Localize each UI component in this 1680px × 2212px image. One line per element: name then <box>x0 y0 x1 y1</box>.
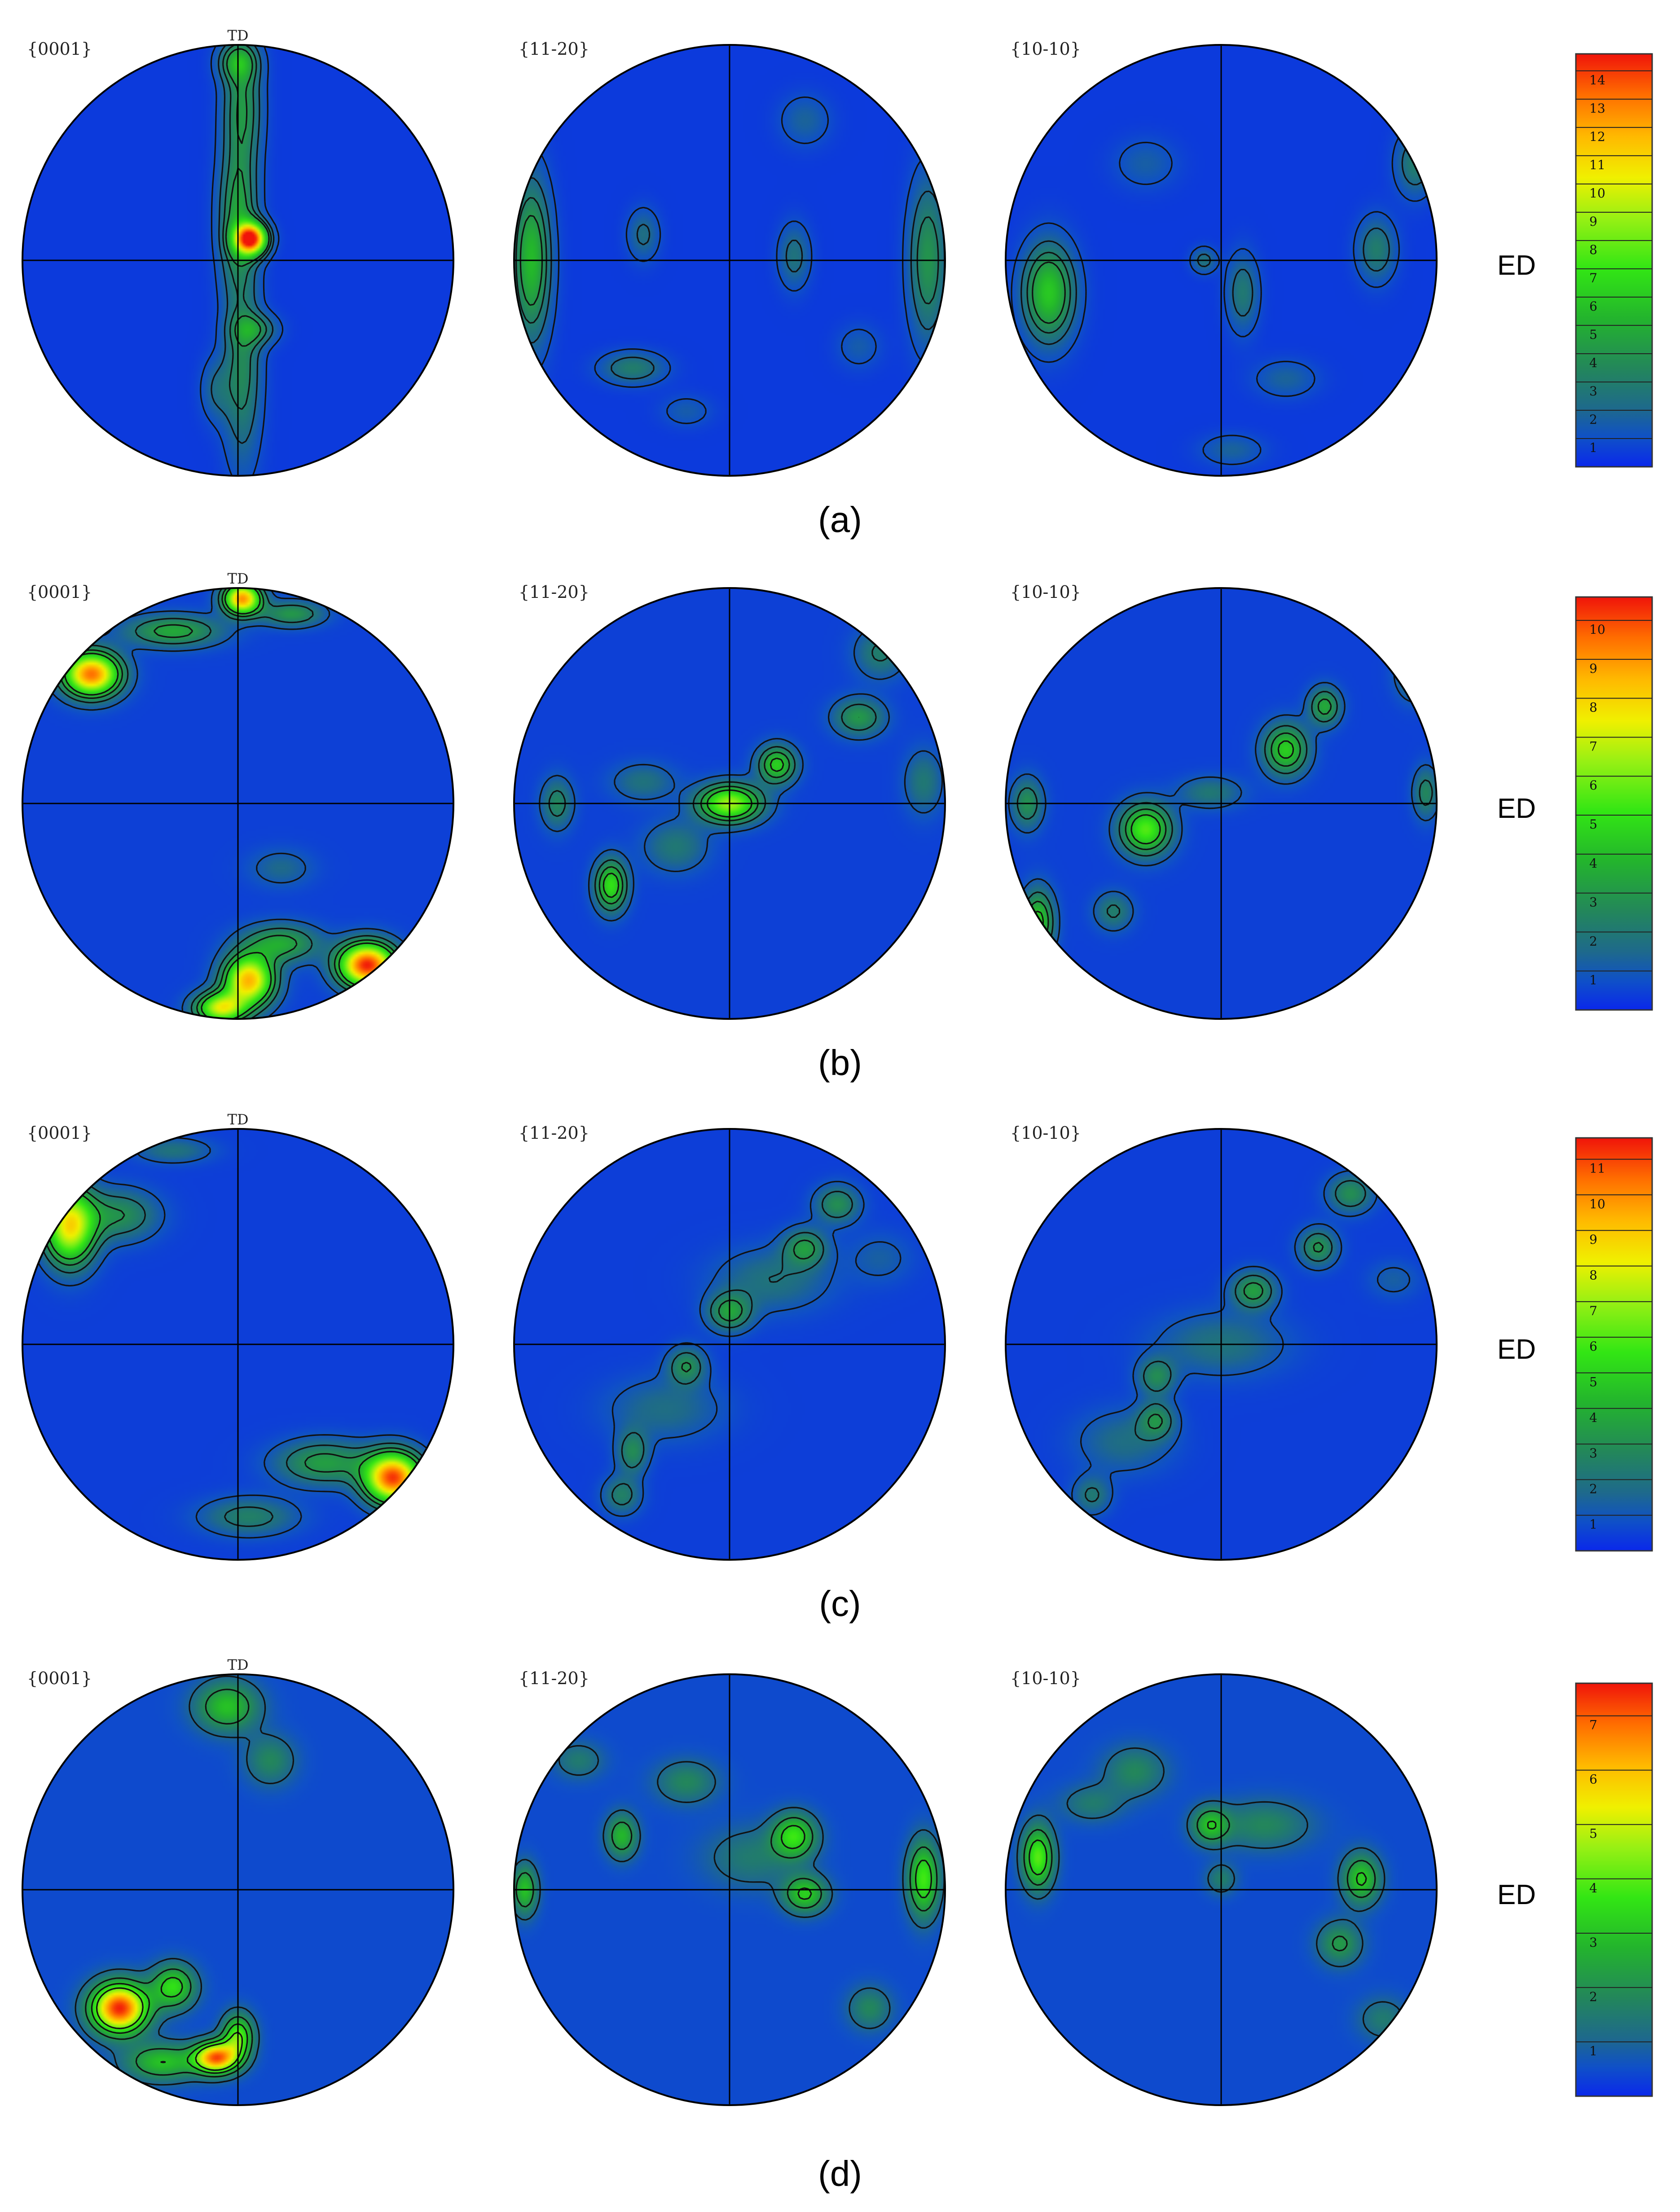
colorbar-tick-label: 2 <box>1589 1481 1597 1496</box>
colorbar: 1 2 3 4 5 6 7 <box>1575 1682 1653 2097</box>
colorbar-tick-label: 6 <box>1589 1772 1597 1787</box>
panel-caption: (d) <box>818 2154 862 2194</box>
plane-label: {0001} <box>27 39 92 59</box>
contour-lines <box>1071 1170 1410 1516</box>
pole-figure-11-20: {11-20} <box>513 1668 946 2106</box>
plane-label: {0001} <box>27 1123 92 1143</box>
panel-caption: (a) <box>818 500 862 540</box>
colorbar-tick-label: 4 <box>1589 1410 1597 1425</box>
colorbar-tick-label: 3 <box>1589 384 1597 399</box>
plane-label: {10-10} <box>1010 582 1081 602</box>
colorbar-tick-label: 5 <box>1589 327 1597 342</box>
pole-figure-11-20: {11-20} <box>513 1123 946 1561</box>
colorbar-tick-label: 4 <box>1589 356 1597 370</box>
plane-label: {0001} <box>27 1668 92 1688</box>
colorbar-tick-label: 1 <box>1589 2044 1597 2058</box>
colorbar-tick-label: 1 <box>1589 973 1597 988</box>
plane-label: {11-20} <box>519 1123 589 1143</box>
contour-lines <box>600 1181 902 1517</box>
pole-figure-10-10: {10-10} <box>1005 1668 1438 2106</box>
pole-figure-10-10: {10-10} <box>1005 1123 1438 1561</box>
colorbar-tick-label: 3 <box>1589 1935 1597 1950</box>
colorbar-tick-label: 7 <box>1589 1304 1597 1318</box>
colorbar-tick-label: 9 <box>1589 214 1597 229</box>
colorbar-tick-label: 7 <box>1589 739 1597 754</box>
pole-figure-0001: {0001} TD <box>22 570 454 1020</box>
contour-lines <box>75 1675 295 2086</box>
contour-lines <box>1016 1747 1403 2037</box>
colorbar-tick-label: 4 <box>1589 1881 1597 1896</box>
colorbar-tick-label: 13 <box>1589 101 1605 116</box>
plane-label: {10-10} <box>1010 39 1081 59</box>
pole-figure-10-10: {10-10} <box>1005 582 1438 1020</box>
colorbar-tick-label: 5 <box>1589 1826 1597 1841</box>
pole-figure-11-20: {11-20} <box>513 582 946 1020</box>
colorbar-tick-label: 2 <box>1589 412 1597 427</box>
colorbar-tick-label: 7 <box>1589 271 1597 285</box>
ed-label: ED <box>1497 1879 1536 1910</box>
td-label: TD <box>228 27 249 44</box>
plane-label: {11-20} <box>519 1668 589 1688</box>
colorbar-tick-label: 6 <box>1589 778 1597 793</box>
colorbar-tick-label: 8 <box>1589 1268 1597 1283</box>
colorbar-tick-label: 5 <box>1589 1374 1597 1389</box>
td-label: TD <box>228 1111 249 1128</box>
pole-figure-10-10: {10-10} <box>1005 39 1438 477</box>
colorbar-tick-label: 2 <box>1589 934 1597 948</box>
panel-caption: (c) <box>819 1584 861 1624</box>
plane-label: {11-20} <box>519 39 589 59</box>
colorbar-tick-label: 5 <box>1589 817 1597 832</box>
colorbar-tick-label: 12 <box>1589 129 1605 144</box>
colorbar-tick-label: 7 <box>1589 1718 1597 1733</box>
td-label: TD <box>228 570 249 587</box>
colorbar-tick-label: 10 <box>1589 622 1605 637</box>
colorbar-tick-label: 3 <box>1589 895 1597 910</box>
plane-label: {10-10} <box>1010 1668 1081 1688</box>
colorbar-tick-label: 1 <box>1589 440 1597 455</box>
colorbar-tick-label: 6 <box>1589 299 1597 314</box>
ed-label: ED <box>1497 793 1536 824</box>
colorbar-tick-label: 10 <box>1589 186 1605 201</box>
colorbar-tick-label: 4 <box>1589 856 1597 871</box>
colorbar-tick-label: 9 <box>1589 661 1597 676</box>
colorbar: 1 2 3 4 5 6 7 8 9 10 <box>1575 596 1653 1011</box>
pole-figure-0001: {0001} TD <box>22 27 454 477</box>
colorbar-tick-label: 11 <box>1589 158 1605 172</box>
ed-label: ED <box>1497 1334 1536 1365</box>
ed-label: ED <box>1497 250 1536 281</box>
colorbar-tick-label: 8 <box>1589 242 1597 257</box>
pole-figure-11-20: {11-20} <box>513 39 946 477</box>
colorbar-tick-label: 8 <box>1589 700 1597 715</box>
plane-label: {11-20} <box>519 582 589 602</box>
colorbar-tick-label: 6 <box>1589 1339 1597 1354</box>
colorbar-tick-label: 1 <box>1589 1517 1597 1532</box>
colorbar-tick-label: 11 <box>1589 1161 1605 1176</box>
colorbar-tick-label: 3 <box>1589 1446 1597 1461</box>
plane-label: {10-10} <box>1010 1123 1081 1143</box>
colorbar-tick-label: 14 <box>1589 73 1605 88</box>
plane-label: {0001} <box>27 582 92 602</box>
td-label: TD <box>228 1656 249 1673</box>
pole-figure-0001: {0001} TD <box>22 1111 454 1561</box>
colorbar-tick-label: 9 <box>1589 1232 1597 1247</box>
pole-figure-0001: {0001} TD <box>22 1656 454 2106</box>
colorbar-tick-label: 2 <box>1589 1989 1597 2004</box>
panel-caption: (b) <box>818 1043 862 1083</box>
colorbar-tick-label: 10 <box>1589 1197 1605 1211</box>
colorbar: 1 2 3 4 5 6 7 8 9 10 11 <box>1575 1137 1653 1552</box>
